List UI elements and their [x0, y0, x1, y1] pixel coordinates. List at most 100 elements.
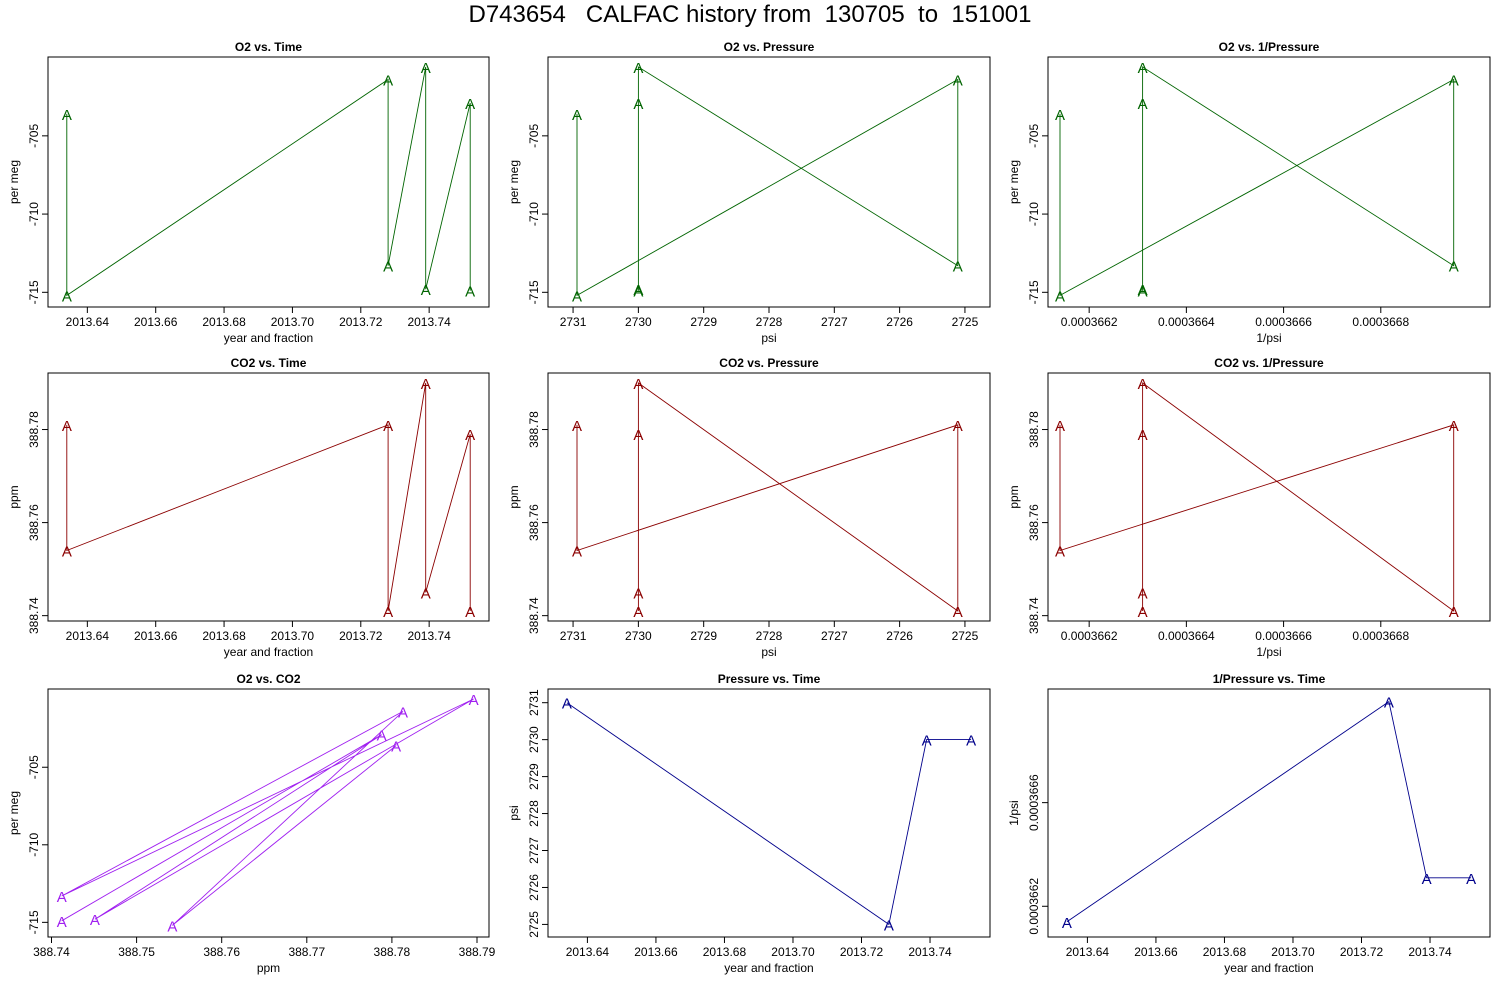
x-tick-label: 0.0003668: [1352, 315, 1409, 329]
data-point: A: [953, 73, 963, 90]
x-tick-label: 2013.66: [134, 629, 178, 643]
y-tick-label: -710: [1027, 202, 1041, 226]
series-line: [66, 66, 471, 297]
data-point: A: [633, 60, 643, 77]
x-tick-label: 2731: [560, 315, 587, 329]
data-point: A: [1138, 585, 1148, 602]
data-point: A: [1449, 259, 1459, 276]
data-point: A: [966, 733, 976, 750]
data-point: A: [465, 427, 475, 444]
data-point: A: [633, 604, 643, 621]
y-axis-label: per meg: [7, 160, 21, 204]
x-tick-label: 2013.72: [840, 945, 884, 959]
data-point: A: [922, 733, 932, 750]
y-axis-label: ppm: [507, 485, 521, 508]
y-tick-label: 388.78: [1027, 411, 1041, 448]
x-tick-label: 2013.72: [1340, 945, 1384, 959]
y-tick-label: 2725: [527, 911, 541, 938]
x-tick-label: 0.0003662: [1061, 315, 1118, 329]
data-point: A: [62, 418, 72, 435]
x-tick-label: 0.0003668: [1352, 629, 1409, 643]
x-tick-label: 2731: [560, 629, 587, 643]
data-point: A: [465, 284, 475, 301]
data-point: A: [377, 728, 387, 745]
data-point: A: [1055, 107, 1065, 124]
data-point: A: [572, 107, 582, 124]
x-tick-label: 2013.74: [908, 945, 952, 959]
y-tick-label: 388.78: [27, 411, 41, 448]
plot-frame: [547, 56, 991, 308]
y-tick-label: 0.0003662: [1027, 878, 1041, 935]
panel-title: O2 vs. Time: [235, 40, 302, 54]
data-point: A: [421, 282, 431, 299]
data-point: A: [62, 107, 72, 124]
x-tick-label: 0.0003662: [1061, 629, 1118, 643]
data-point: A: [953, 418, 963, 435]
data-point: A: [1055, 288, 1065, 305]
data-point: A: [1466, 871, 1476, 888]
x-tick-label: 2013.64: [66, 315, 110, 329]
x-tick-label: 2730: [625, 315, 652, 329]
x-tick-label: 0.0003664: [1158, 629, 1215, 643]
y-tick-label: -705: [27, 124, 41, 148]
x-tick-label: 2726: [886, 315, 913, 329]
plot-frame: [1047, 56, 1491, 308]
x-axis-label: 1/psi: [1256, 331, 1281, 345]
x-tick-label: 388.76: [203, 945, 240, 959]
chart-panel-7: O2 vs. CO2 388.74 388.75 388.76 388.77 388.78…: [7, 672, 496, 975]
data-point: A: [398, 704, 408, 721]
y-tick-label: -710: [527, 202, 541, 226]
x-tick-label: 0.0003666: [1255, 629, 1312, 643]
y-tick-label: 388.74: [27, 597, 41, 634]
panel-title: O2 vs. Pressure: [724, 40, 815, 54]
data-point: A: [57, 889, 67, 906]
panel-title: CO2 vs. Pressure: [719, 356, 819, 370]
data-point: A: [572, 418, 582, 435]
page-title: D743654 CALFAC history from 130705 to 15…: [468, 1, 1032, 28]
x-tick-label: 2013.68: [1203, 945, 1247, 959]
x-tick-label: 2727: [821, 315, 848, 329]
y-tick-label: -715: [1027, 280, 1041, 304]
plot-frame: [1047, 688, 1491, 938]
y-tick-label: 2731: [527, 689, 541, 716]
x-axis-label: 1/psi: [1256, 645, 1281, 659]
y-axis-label: 1/psi: [1007, 800, 1021, 825]
data-point: A: [62, 288, 72, 305]
data-point: A: [1138, 427, 1148, 444]
y-axis-label: ppm: [1007, 485, 1021, 508]
x-axis-label: psi: [761, 331, 776, 345]
x-tick-label: 2013.70: [1271, 945, 1315, 959]
x-tick-label: 2013.72: [339, 315, 383, 329]
series-line: [1066, 700, 1472, 923]
chart-panel-1: O2 vs. Time 2013.64 2013.66 2013.68 2013.70 2…: [7, 40, 490, 345]
panel-title: Pressure vs. Time: [718, 672, 821, 686]
data-point: A: [1055, 418, 1065, 435]
x-tick-label: 2013.70: [271, 629, 315, 643]
x-tick-label: 2727: [821, 629, 848, 643]
y-tick-label: 2726: [527, 874, 541, 901]
data-point: A: [90, 912, 100, 929]
chart-panel-8: Pressure vs. Time 2013.64 2013.66 2013.68 20…: [507, 672, 991, 975]
x-tick-label: 2013.66: [134, 315, 178, 329]
x-tick-label: 2729: [690, 315, 717, 329]
data-point: A: [383, 259, 393, 276]
panel-title: CO2 vs. Time: [231, 356, 307, 370]
x-tick-label: 0.0003664: [1158, 315, 1215, 329]
data-point: A: [62, 544, 72, 561]
data-point: A: [383, 604, 393, 621]
plot-frame: [547, 688, 991, 938]
x-tick-label: 2728: [756, 629, 783, 643]
x-axis-label: year and fraction: [724, 961, 813, 975]
y-tick-label: 2727: [527, 837, 541, 864]
series-line: [66, 382, 471, 612]
series-line: [566, 702, 972, 926]
data-point: A: [1449, 418, 1459, 435]
x-tick-label: 388.75: [118, 945, 155, 959]
panel-title: 1/Pressure vs. Time: [1213, 672, 1326, 686]
x-tick-label: 2725: [952, 629, 979, 643]
x-tick-label: 2013.74: [407, 315, 451, 329]
chart-panel-9: 1/Pressure vs. Time 2013.64 2013.66 2013.68…: [1007, 672, 1491, 975]
data-point: A: [1449, 73, 1459, 90]
y-tick-label: 388.76: [527, 504, 541, 541]
